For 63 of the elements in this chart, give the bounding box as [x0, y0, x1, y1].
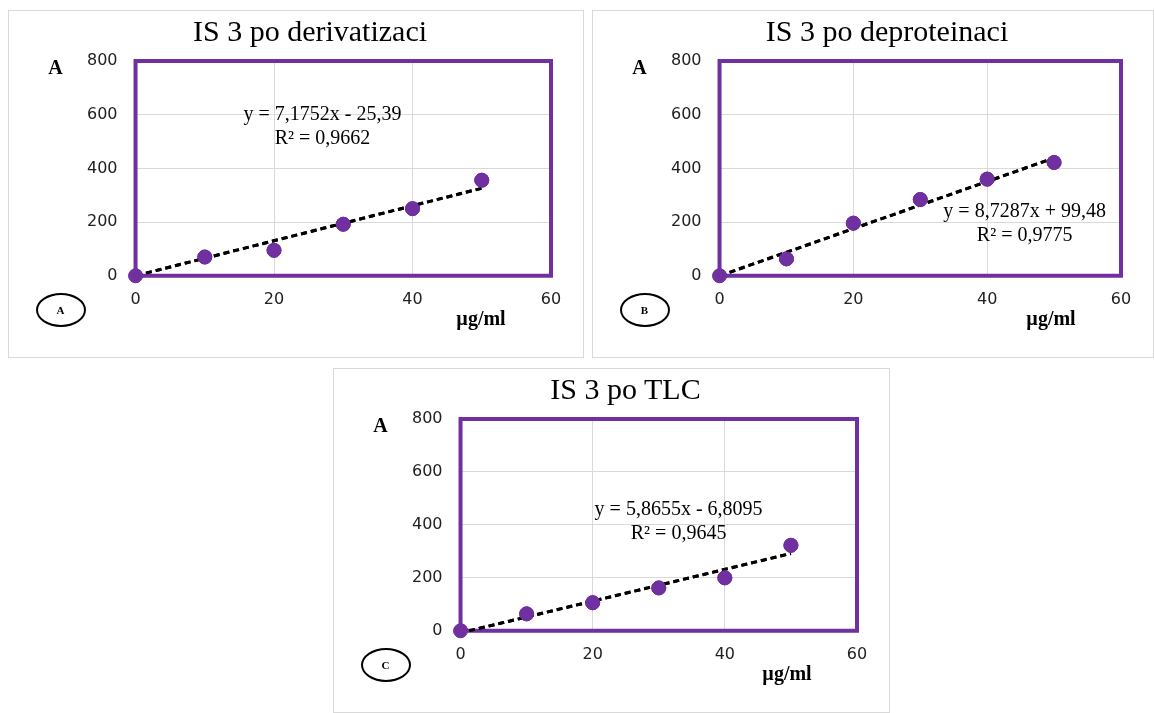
point	[912, 192, 928, 208]
point	[519, 606, 535, 622]
x-axis-title: µg/ml	[1026, 306, 1077, 330]
x-tick-label: 40	[402, 288, 423, 308]
annotation: y = 8,7287x + 99,48	[943, 198, 1106, 222]
text: C	[381, 658, 390, 671]
x-tick-label: 0	[455, 643, 466, 663]
point	[128, 268, 144, 284]
point	[979, 171, 995, 187]
y-tick-label: 200	[86, 211, 118, 231]
chart-title: IS 3 po TLC	[550, 371, 701, 405]
x-tick-label: 40	[977, 288, 998, 308]
y-tick-label: 800	[670, 50, 702, 70]
point	[651, 580, 667, 596]
point	[712, 268, 728, 284]
x-tick-label: 20	[263, 288, 285, 308]
point	[266, 242, 282, 258]
y-tick-label: 0	[691, 264, 702, 284]
x-axis-title: µg/ml	[762, 661, 813, 685]
y-tick-label: 400	[670, 157, 702, 177]
point	[474, 172, 490, 188]
x-tick-label: 20	[843, 288, 864, 308]
y-tick-label: 600	[411, 461, 443, 481]
y-tick-label: 0	[107, 264, 118, 284]
y-tick-label: 600	[86, 103, 118, 123]
text: A	[56, 303, 65, 316]
y-tick-label: 0	[432, 619, 443, 639]
point	[585, 595, 601, 611]
point	[335, 216, 351, 232]
x-tick-label: 60	[1110, 288, 1132, 308]
y-tick-label: 800	[411, 408, 443, 428]
x-axis-title: µg/ml	[456, 306, 507, 330]
annotation: R² = 0,9775	[976, 222, 1073, 245]
y-axis-title: A	[632, 56, 648, 79]
chart-title: IS 3 po deproteinaci	[765, 13, 1009, 47]
x-tick-label: 0	[714, 288, 725, 308]
y-tick-label: 800	[86, 50, 118, 70]
y-tick-label: 200	[670, 211, 702, 231]
point	[453, 623, 469, 639]
point	[845, 215, 861, 231]
y-tick-label: 400	[86, 157, 118, 177]
chart-title: IS 3 po derivatizaci	[192, 13, 428, 47]
point	[783, 537, 799, 553]
y-tick-label: 200	[411, 567, 443, 587]
y-axis-title: A	[48, 56, 64, 79]
x-tick-label: 40	[714, 643, 736, 663]
point	[1046, 154, 1062, 170]
point	[405, 201, 421, 217]
y-tick-label: 400	[411, 514, 443, 534]
annotation: y = 5,8655x - 6,8095	[594, 497, 763, 521]
x-tick-label: 20	[582, 643, 603, 663]
point	[717, 570, 733, 586]
y-tick-label: 600	[670, 103, 702, 123]
annotation: y = 7,1752x - 25,39	[243, 101, 402, 125]
point	[197, 249, 213, 265]
x-tick-label: 0	[130, 288, 141, 308]
text: B	[640, 303, 649, 316]
annotation: R² = 0,9645	[630, 521, 727, 544]
point	[778, 251, 794, 267]
x-tick-label: 60	[846, 643, 868, 663]
annotation: R² = 0,9662	[274, 125, 371, 148]
y-axis-title: A	[373, 414, 389, 437]
x-tick-label: 60	[540, 288, 562, 308]
